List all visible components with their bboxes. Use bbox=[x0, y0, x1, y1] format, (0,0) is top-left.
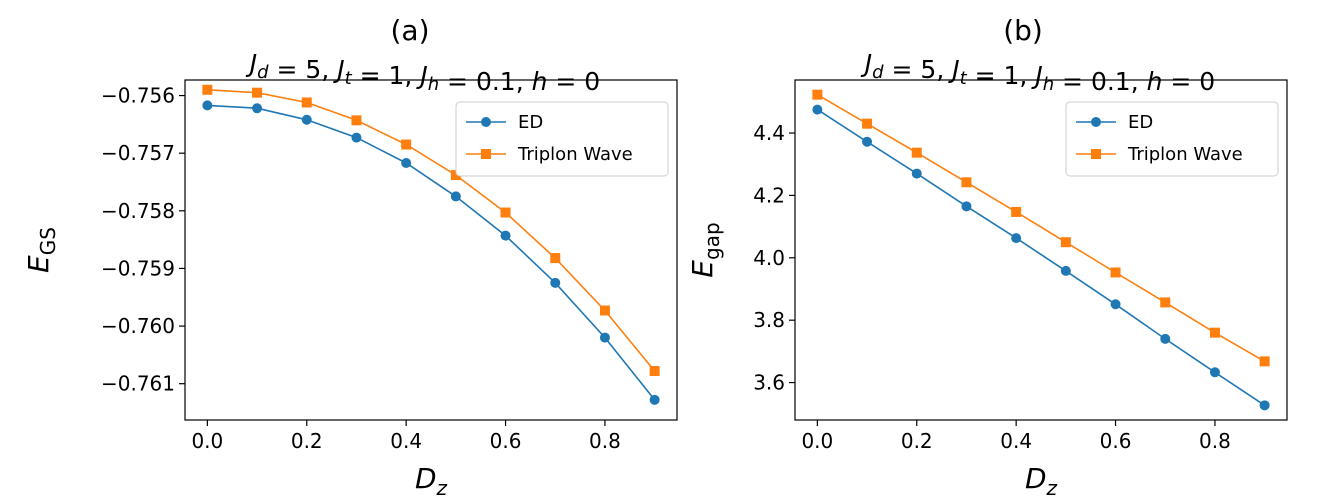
data-point bbox=[1060, 237, 1071, 248]
chart-title: Jd = 5, Jt = 1, Jh = 0.1, h = 0 bbox=[245, 49, 600, 96]
x-tick-label: 0.2 bbox=[291, 429, 323, 453]
legend-marker bbox=[1091, 149, 1101, 159]
data-point bbox=[649, 394, 660, 405]
data-point bbox=[500, 207, 511, 218]
legend-label: ED bbox=[1128, 112, 1153, 133]
y-tick-label: −0.759 bbox=[101, 256, 175, 280]
data-point bbox=[351, 132, 362, 143]
data-point bbox=[550, 277, 561, 288]
data-point bbox=[812, 89, 823, 100]
data-point bbox=[301, 97, 312, 108]
x-tick-label: 0.4 bbox=[1000, 429, 1032, 453]
data-point bbox=[961, 177, 972, 188]
legend-box bbox=[455, 101, 669, 177]
series-triplon-wave bbox=[812, 89, 1270, 367]
y-tick-label: 3.6 bbox=[753, 371, 785, 395]
x-axis-label: Dz bbox=[415, 462, 448, 500]
y-tick-label: 4.4 bbox=[753, 121, 785, 145]
data-point bbox=[550, 253, 561, 264]
legend-marker bbox=[1091, 117, 1101, 127]
data-point bbox=[401, 157, 412, 168]
x-tick-label: 0.4 bbox=[390, 429, 422, 453]
legend-entry: Triplon Wave bbox=[1076, 144, 1243, 165]
data-point bbox=[1259, 356, 1270, 367]
data-point bbox=[862, 118, 873, 129]
legend-entry: Triplon Wave bbox=[466, 144, 633, 165]
data-point bbox=[862, 136, 873, 147]
data-point bbox=[1209, 367, 1220, 378]
series-triplon-wave bbox=[202, 84, 660, 377]
x-tick-label: 0.2 bbox=[901, 429, 933, 453]
data-point bbox=[961, 201, 972, 212]
series-line bbox=[816, 94, 1266, 363]
legend: ED Triplon Wave bbox=[455, 101, 669, 177]
legend-entry: ED bbox=[466, 112, 543, 133]
y-tick-label: −0.758 bbox=[101, 199, 175, 223]
y-axis-label: Egap bbox=[686, 222, 724, 277]
legend-box bbox=[1065, 101, 1279, 177]
data-point bbox=[202, 84, 213, 95]
series-ed bbox=[202, 100, 660, 405]
data-point bbox=[202, 100, 213, 111]
x-axis-label: Dz bbox=[1025, 462, 1058, 500]
y-tick-label: −0.761 bbox=[101, 372, 175, 396]
data-point bbox=[252, 87, 263, 98]
data-point bbox=[911, 147, 922, 158]
data-point bbox=[812, 104, 823, 115]
y-tick-label: −0.757 bbox=[101, 141, 175, 165]
legend-label: ED bbox=[518, 112, 543, 133]
data-point bbox=[401, 139, 412, 150]
data-point bbox=[450, 170, 461, 181]
legend-label: Triplon Wave bbox=[1127, 144, 1243, 165]
x-tick-label: 0.8 bbox=[589, 429, 621, 453]
x-tick-label: 0.6 bbox=[490, 429, 522, 453]
y-tick-label: 4.2 bbox=[753, 183, 785, 207]
series-line bbox=[207, 104, 656, 401]
legend-entry: ED bbox=[1076, 112, 1153, 133]
x-tick-label: 0.0 bbox=[801, 429, 833, 453]
data-point bbox=[1110, 299, 1121, 310]
axes-frame bbox=[794, 79, 1288, 421]
series-ed bbox=[812, 104, 1270, 411]
y-tick-label: 4.0 bbox=[753, 246, 785, 270]
data-point bbox=[599, 305, 610, 316]
panel-b: (b)Jd = 5, Jt = 1, Jh = 0.1, h = 0 0.0 0.2… bbox=[686, 14, 1288, 500]
data-point bbox=[301, 114, 312, 125]
y-tick-label: 3.8 bbox=[753, 308, 785, 332]
legend-label: Triplon Wave bbox=[517, 144, 633, 165]
y-tick-label: −0.760 bbox=[101, 314, 175, 338]
data-point bbox=[1209, 327, 1220, 338]
y-tick-label: −0.756 bbox=[101, 84, 175, 108]
legend-marker bbox=[481, 117, 491, 127]
data-point bbox=[1160, 333, 1171, 344]
panel-a: (a)Jd = 5, Jt = 1, Jh = 0.1, h = 0 0.0 0.2… bbox=[22, 14, 678, 500]
data-point bbox=[252, 103, 263, 114]
series-line bbox=[207, 89, 656, 372]
data-point bbox=[649, 366, 660, 377]
x-tick-label: 0.6 bbox=[1100, 429, 1132, 453]
panel-label: (a) bbox=[390, 14, 429, 47]
legend-marker bbox=[481, 149, 491, 159]
panel-label: (b) bbox=[1003, 14, 1043, 47]
data-point bbox=[1110, 267, 1121, 278]
chart-title: Jd = 5, Jt = 1, Jh = 0.1, h = 0 bbox=[860, 49, 1215, 96]
series-line bbox=[816, 108, 1266, 406]
axes-frame bbox=[184, 79, 678, 421]
x-tick-label: 0.0 bbox=[191, 429, 223, 453]
data-point bbox=[351, 115, 362, 126]
legend: ED Triplon Wave bbox=[1065, 101, 1279, 177]
y-axis-label: EGS bbox=[22, 227, 60, 273]
data-point bbox=[599, 332, 610, 343]
x-tick-label: 0.8 bbox=[1199, 429, 1231, 453]
data-point bbox=[911, 168, 922, 179]
data-point bbox=[1011, 206, 1022, 217]
data-point bbox=[1060, 265, 1071, 276]
data-point bbox=[1259, 400, 1270, 411]
data-point bbox=[1160, 297, 1171, 308]
data-point bbox=[500, 230, 511, 241]
data-point bbox=[1011, 233, 1022, 244]
data-point bbox=[450, 191, 461, 202]
